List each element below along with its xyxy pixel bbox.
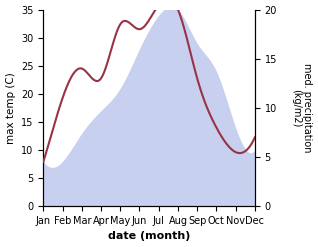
X-axis label: date (month): date (month) (108, 231, 190, 242)
Y-axis label: max temp (C): max temp (C) (5, 72, 16, 144)
Y-axis label: med. precipitation
(kg/m2): med. precipitation (kg/m2) (291, 63, 313, 153)
